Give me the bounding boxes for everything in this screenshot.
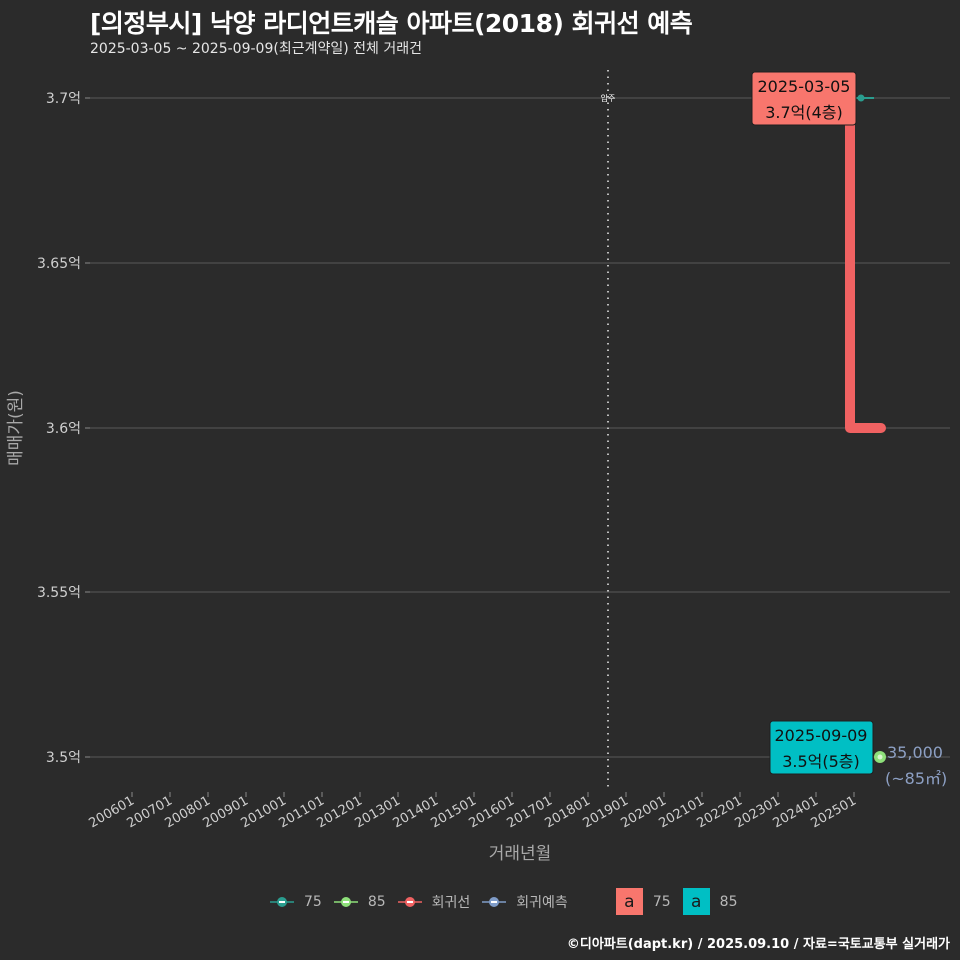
legend-box-85: a 85 (682, 888, 737, 915)
legend-label-icon: a (682, 888, 710, 915)
regression-line (845, 97, 886, 433)
legend-box-75: a 75 (615, 888, 671, 915)
annotation-bottom-value: 3.5억(5층) (782, 752, 860, 771)
x-axis-title: 거래년월 (489, 844, 552, 864)
y-tick-label: 3.5억 (46, 750, 81, 766)
y-tick-label: 3.55억 (37, 585, 81, 601)
chart-subtitle: 2025-03-05 ~ 2025-09-09(최근계약일) 전체 거래건 (90, 41, 422, 57)
y-tick-label: 3.65억 (37, 256, 81, 272)
legend-point-icon (270, 896, 294, 907)
annotation-box-top (751, 71, 857, 126)
move-in-label: 입주 (601, 94, 616, 103)
footer-credit: ©디아파트(dapt.kr) / 2025.09.10 / 자료=국토교통부 실… (566, 937, 950, 952)
legend-line-icon (397, 896, 422, 907)
prediction-value: 35,000 (887, 743, 943, 762)
legend-item-prediction: 회귀예측 (482, 892, 568, 912)
x-axis (131, 792, 855, 797)
y-gridlines (90, 97, 950, 758)
legend-point-icon (333, 896, 358, 907)
y-tick-label: 3.7억 (46, 91, 81, 107)
legend-label-icon: a (615, 888, 643, 915)
annotation-top-date: 2025-03-05 (758, 77, 851, 96)
legend-line-icon (482, 896, 507, 907)
legend-item-regression: 회귀선 (397, 892, 470, 912)
prediction-area: (~85㎡) (885, 769, 947, 788)
y-axis-title: 매매가(원) (6, 390, 26, 466)
y-axis: 3.7억 3.65억 3.6억 3.55억 3.5억 (37, 91, 81, 766)
legend: 75 85 회귀선 회귀예측 a 75 a 85 (270, 888, 749, 915)
chart-title: [의정부시] 낙양 라디언트캐슬 아파트(2018) 회귀선 예측 (90, 9, 693, 38)
data-point-75 (857, 94, 865, 102)
legend-item-85: 85 (333, 894, 386, 910)
y-tick-label: 3.6억 (46, 421, 81, 437)
annotation-bottom-date: 2025-09-09 (775, 726, 868, 745)
x-tick-labels: 200601 200701 200801 200901 201001 20110… (87, 793, 859, 831)
annotation-top-value: 3.7억(4층) (765, 103, 843, 122)
annotation-box-bottom (769, 720, 874, 775)
legend-item-75: 75 (270, 894, 322, 910)
